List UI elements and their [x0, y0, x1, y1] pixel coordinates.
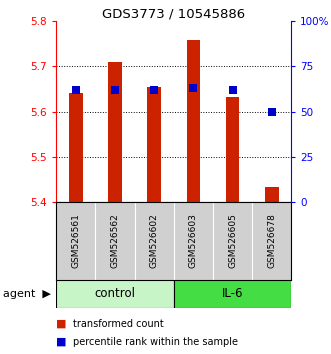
Point — [113, 87, 118, 93]
Text: GSM526561: GSM526561 — [71, 213, 80, 268]
Text: GSM526602: GSM526602 — [150, 213, 159, 268]
Text: agent  ▶: agent ▶ — [3, 289, 51, 299]
Point — [230, 87, 235, 93]
Bar — [108, 62, 122, 202]
Text: GSM526603: GSM526603 — [189, 213, 198, 268]
Text: ■: ■ — [56, 319, 67, 329]
Point — [152, 87, 157, 93]
Point — [269, 109, 274, 114]
Text: percentile rank within the sample: percentile rank within the sample — [73, 337, 238, 347]
Bar — [186, 40, 200, 202]
Text: GSM526678: GSM526678 — [267, 213, 276, 268]
Text: GSM526605: GSM526605 — [228, 213, 237, 268]
Text: IL-6: IL-6 — [222, 287, 243, 300]
Point — [73, 87, 78, 93]
FancyBboxPatch shape — [174, 280, 291, 308]
Bar — [69, 93, 83, 202]
FancyBboxPatch shape — [56, 280, 174, 308]
Text: transformed count: transformed count — [73, 319, 164, 329]
Text: ■: ■ — [56, 337, 67, 347]
Text: control: control — [95, 287, 135, 300]
Point — [191, 85, 196, 91]
Bar — [265, 187, 279, 202]
Title: GDS3773 / 10545886: GDS3773 / 10545886 — [102, 7, 245, 20]
Bar — [147, 87, 161, 202]
Text: GSM526562: GSM526562 — [111, 213, 119, 268]
Bar — [226, 97, 239, 202]
